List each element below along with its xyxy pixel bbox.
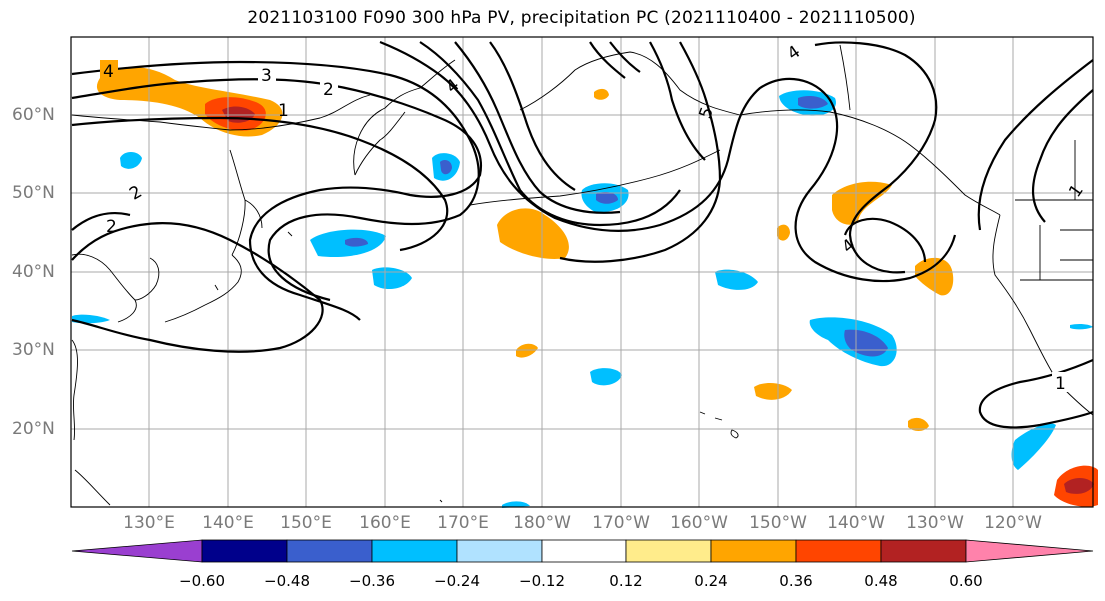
colorbar-tick: 0.48 bbox=[864, 572, 898, 590]
contour-label: 2 bbox=[106, 217, 117, 237]
lon-label: 170°W bbox=[592, 513, 650, 533]
lon-label: 130°E bbox=[123, 513, 175, 533]
lon-label: 180°W bbox=[513, 513, 571, 533]
lat-label: 40°N bbox=[12, 262, 55, 282]
lon-label: 160°W bbox=[670, 513, 728, 533]
precipitation-shading bbox=[72, 66, 1098, 508]
lon-label: 120°W bbox=[984, 513, 1042, 533]
contour-label: 4 bbox=[784, 42, 804, 65]
contour-label: 3 bbox=[261, 66, 272, 86]
colorbar bbox=[71, 539, 1094, 563]
colorbar-tick: 0.60 bbox=[949, 572, 983, 590]
colorbar-tick: −0.24 bbox=[434, 572, 480, 590]
contour-label: 1 bbox=[278, 101, 289, 121]
figure-title: 2021103100 F090 300 hPa PV, precipitatio… bbox=[247, 8, 916, 28]
contour-labels: 4 3 2 1 4 2 4 5 4 1 2 1 bbox=[100, 42, 1088, 394]
lon-label: 140°E bbox=[202, 513, 254, 533]
lon-label: 130°W bbox=[906, 513, 964, 533]
pv-contours bbox=[71, 40, 1094, 429]
map-frame bbox=[70, 36, 1094, 508]
lon-label: 150°E bbox=[280, 513, 332, 533]
colorbar-tick: −0.48 bbox=[264, 572, 310, 590]
lon-label: 140°W bbox=[827, 513, 885, 533]
colorbar-tick: 0.36 bbox=[779, 572, 813, 590]
colorbar-tick: 0.12 bbox=[609, 572, 643, 590]
lat-label: 50°N bbox=[12, 183, 55, 203]
lon-label: 170°E bbox=[437, 513, 489, 533]
contour-label: 1 bbox=[1065, 181, 1088, 201]
colorbar-tick: −0.12 bbox=[519, 572, 565, 590]
contour-label: 1 bbox=[1055, 374, 1066, 394]
contour-label: 2 bbox=[323, 80, 334, 100]
lon-label: 150°W bbox=[749, 513, 807, 533]
lat-label: 30°N bbox=[12, 340, 55, 360]
colorbar-tick: −0.60 bbox=[179, 572, 225, 590]
coastlines bbox=[71, 44, 1094, 506]
lon-label: 160°E bbox=[359, 513, 411, 533]
contour-label: 4 bbox=[103, 62, 114, 82]
colorbar-tick: −0.36 bbox=[349, 572, 395, 590]
colorbar-tick: 0.24 bbox=[694, 572, 728, 590]
lat-label: 20°N bbox=[12, 419, 55, 439]
lat-label: 60°N bbox=[12, 105, 55, 125]
